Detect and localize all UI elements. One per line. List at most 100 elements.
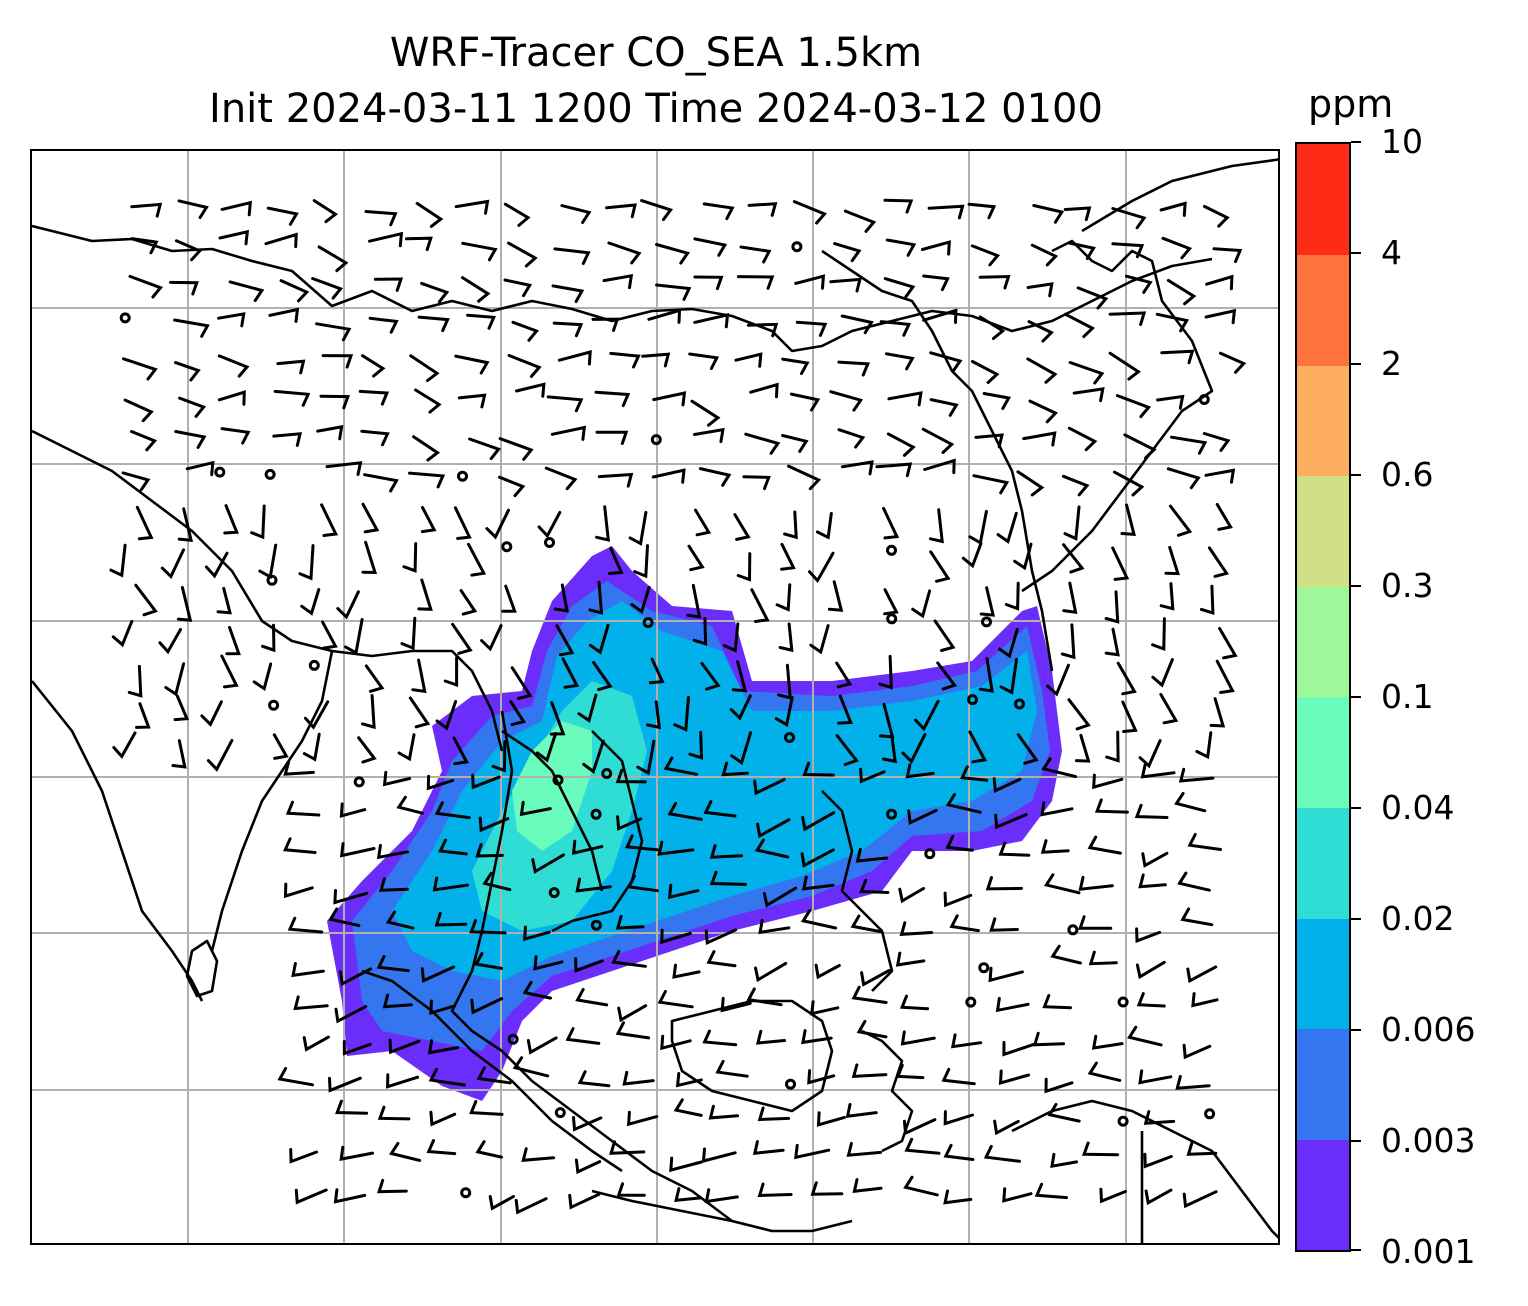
wind-barb [1182, 1043, 1212, 1060]
wind-barb [978, 274, 1011, 290]
wind-barb [469, 919, 507, 935]
wind-barb [921, 427, 955, 454]
wind-barb [949, 914, 980, 933]
wind-barb [667, 801, 703, 821]
wind-barb [414, 388, 442, 414]
wind-barb [522, 980, 552, 1000]
wind-barb [1111, 207, 1147, 230]
wind-barb [647, 308, 682, 324]
wind-barb [1043, 873, 1081, 895]
wind-barb [443, 656, 459, 687]
wind-barb [417, 578, 433, 611]
wind-barb [1202, 432, 1231, 452]
wind-barb [840, 460, 874, 476]
map-title-line1: WRF-Tracer CO_SEA 1.5km [389, 30, 923, 76]
wind-barb [923, 458, 956, 475]
wind-barb [1144, 1188, 1173, 1206]
wind-barb [1108, 311, 1147, 326]
wind-barb [1016, 470, 1045, 497]
calm-wind-marker [501, 541, 513, 553]
wind-barb [672, 963, 701, 979]
wind-barb [285, 800, 321, 817]
wind-barb [878, 654, 893, 690]
wind-barb [860, 969, 891, 987]
wind-barb [174, 239, 203, 262]
wind-barb [591, 317, 620, 332]
wind-barb [571, 839, 604, 856]
coast-korea-japan [1081, 158, 1278, 233]
wind-barb [875, 462, 913, 478]
wind-barb [319, 394, 351, 410]
wind-barb [900, 1030, 936, 1046]
wind-barb [328, 1076, 362, 1093]
wind-barb [992, 777, 1022, 793]
wind-barb [501, 584, 517, 613]
wind-barb [1159, 692, 1179, 725]
wind-barb [1140, 763, 1176, 779]
wind-barb [376, 843, 409, 860]
wind-barb [733, 513, 751, 541]
coast-north [32, 224, 1213, 353]
wind-barb [756, 818, 791, 839]
wind-barb [553, 247, 591, 265]
wind-barb [781, 357, 810, 376]
colorbar-tick-label: 10 [1381, 122, 1423, 161]
wind-barb [206, 738, 234, 772]
wind-barb [1026, 357, 1058, 384]
calm-wind-marker [601, 768, 613, 779]
wind-barb [673, 696, 690, 732]
wind-barb [999, 657, 1018, 695]
colorbar-tick-mark [1351, 807, 1361, 809]
wind-barb [466, 313, 497, 330]
wind-barb [744, 432, 781, 455]
wind-barb [968, 730, 988, 764]
map-panel[interactable] [30, 149, 1280, 1245]
wind-barb [608, 546, 624, 575]
wind-barb [690, 399, 721, 427]
wind-barb [855, 847, 889, 863]
wind-barb [1191, 992, 1219, 1008]
wind-barb [941, 1067, 976, 1086]
wind-barb [754, 838, 790, 859]
map-canvas [32, 151, 1278, 1243]
wind-barb [922, 308, 958, 324]
wind-barb [722, 622, 740, 653]
wind-barb [815, 512, 833, 540]
wind-barb [405, 236, 433, 252]
wind-barb [998, 628, 1019, 659]
wind-barb [320, 503, 339, 537]
java [591, 1189, 853, 1233]
wind-barb [373, 277, 404, 292]
calm-wind-marker [457, 470, 468, 482]
wind-barb [835, 734, 859, 766]
wind-barb [633, 544, 649, 579]
wind-barb [409, 354, 440, 383]
wind-barb [1138, 1069, 1173, 1085]
wind-barb [507, 354, 542, 378]
wind-barb [429, 1110, 457, 1127]
wind-barb [546, 395, 584, 413]
wind-barb [943, 1143, 975, 1161]
wind-barb [1063, 505, 1081, 541]
calm-wind-marker [650, 434, 662, 446]
coast-china-east [821, 249, 1054, 672]
colorbar-band [1297, 365, 1349, 477]
wind-barb [473, 952, 503, 970]
wind-barb [1027, 320, 1054, 343]
wind-barb [835, 661, 853, 689]
wind-barb [279, 279, 310, 303]
wind-barb [1026, 282, 1054, 298]
calm-wind-marker [268, 699, 280, 711]
wind-barb [451, 622, 473, 655]
sri-lanka [185, 939, 219, 998]
sumatra [361, 969, 623, 1173]
wind-barb [420, 505, 437, 534]
wind-barb [217, 354, 250, 378]
wind-barb [739, 245, 772, 264]
colorbar-tick-mark [1351, 1029, 1361, 1031]
wind-barb [469, 1100, 504, 1116]
wind-barb [1215, 659, 1235, 694]
wind-barb [130, 430, 158, 452]
wind-barb [624, 834, 660, 852]
wind-barb [1207, 546, 1230, 578]
